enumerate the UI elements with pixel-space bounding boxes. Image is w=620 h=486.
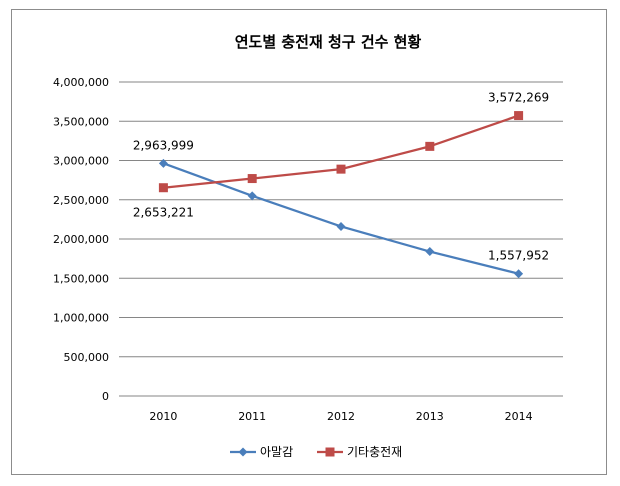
- series-group: [158, 111, 524, 279]
- data-label: 3,572,269: [488, 91, 549, 105]
- y-tick-label: 2,000,000: [53, 233, 109, 246]
- data-point-marker: [238, 447, 248, 457]
- y-tick-label: 1,000,000: [53, 312, 109, 325]
- data-label: 2,653,221: [133, 206, 194, 220]
- data-point-marker: [247, 174, 257, 184]
- data-labels: 2,963,999 1,557,952 2,653,221 3,572,269: [133, 91, 549, 263]
- legend-label: 아말감: [260, 445, 293, 459]
- x-tick-label: 2011: [238, 410, 266, 423]
- y-tick-label: 3,000,000: [53, 155, 109, 168]
- data-point-marker: [247, 191, 257, 201]
- data-point-marker: [336, 221, 346, 231]
- data-point-marker: [336, 164, 346, 174]
- y-tick-label: 4,000,000: [53, 76, 109, 89]
- y-tick-label: 500,000: [64, 351, 110, 364]
- x-tick-label: 2014: [505, 410, 533, 423]
- legend: 아말감 기타충전재: [230, 445, 402, 459]
- line-chart: 연도별 충전재 청구 건수 현황 0 500,000 1,000,000 1,500,…: [53, 33, 563, 459]
- legend-label: 기타충전재: [347, 445, 402, 459]
- gridlines: [119, 81, 563, 358]
- data-point-marker: [425, 247, 435, 257]
- chart-title: 연도별 충전재 청구 건수 현황: [235, 33, 422, 51]
- series-line: [163, 114, 519, 189]
- data-point-marker: [158, 183, 168, 193]
- data-label: 2,963,999: [133, 138, 194, 152]
- data-point-marker: [158, 158, 168, 168]
- x-tick-label: 2013: [416, 410, 444, 423]
- data-point-marker: [514, 269, 524, 279]
- y-tick-label: 0: [102, 390, 109, 403]
- data-point-marker: [325, 447, 335, 457]
- x-tick-label: 2010: [149, 410, 177, 423]
- chart-frame: 연도별 충전재 청구 건수 현황 0 500,000 1,000,000 1,500,…: [11, 9, 607, 475]
- y-tick-label: 1,500,000: [53, 272, 109, 285]
- y-tick-label: 2,500,000: [53, 194, 109, 207]
- series-line: [163, 162, 519, 275]
- data-point-marker: [425, 141, 435, 151]
- axes: 0 500,000 1,000,000 1,500,000 2,000,000 2,500…: [53, 76, 563, 423]
- data-point-marker: [514, 111, 524, 121]
- data-label: 1,557,952: [488, 249, 549, 263]
- x-tick-label: 2012: [327, 410, 355, 423]
- y-tick-label: 3,500,000: [53, 115, 109, 128]
